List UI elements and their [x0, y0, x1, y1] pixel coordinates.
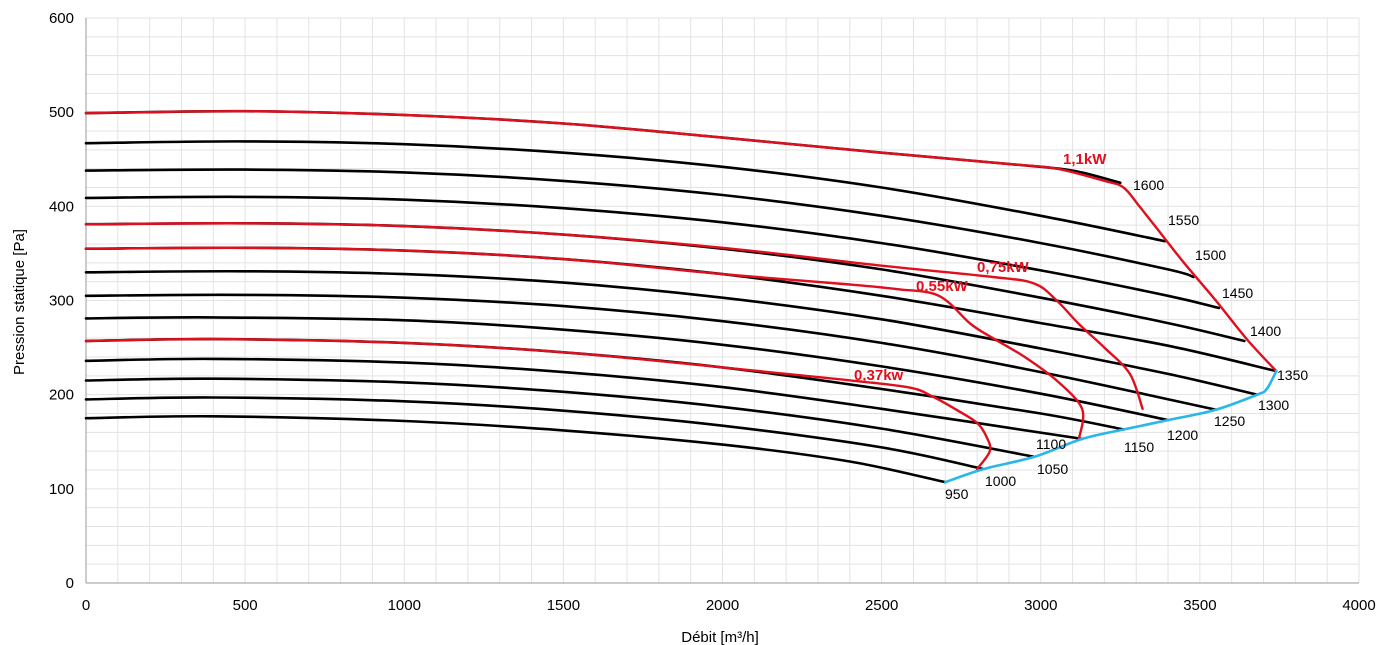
power-curves [84, 109, 1278, 471]
x-tick-label: 500 [233, 597, 258, 614]
x-tick-label: 1500 [547, 597, 580, 614]
speed-curve-950 [84, 414, 947, 484]
power-curve-1 [84, 246, 1085, 441]
power-labels: 0,37kw 0,55kW 0,75kW 1,1kW [854, 151, 1107, 384]
y-tick-label: 500 [49, 104, 74, 121]
y-tick-label: 200 [49, 387, 74, 404]
limit-curve-line [944, 369, 1278, 484]
limit-curve [944, 369, 1278, 484]
speed-label-1150: 1150 [1124, 439, 1154, 455]
speed-label-1100: 1100 [1036, 436, 1066, 452]
power-curve-0 [84, 337, 992, 471]
x-tick-label: 4000 [1342, 597, 1375, 614]
y-tick-label: 300 [49, 293, 74, 310]
x-axis-title: Débit [m³/h] [681, 629, 759, 645]
speed-curve-1500 [84, 168, 1195, 279]
y-axis-title: Pression statique [Pa] [11, 229, 28, 375]
grid [85, 17, 1360, 584]
power-label-037: 0,37kw [854, 367, 904, 384]
x-tick-label: 2000 [706, 597, 739, 614]
x-tick-label: 1000 [388, 597, 421, 614]
speed-label-1600: 1600 [1133, 177, 1164, 193]
speed-curve-1600 [84, 109, 1122, 185]
y-tick-labels: 0 100 200 300 400 500 600 [49, 10, 74, 592]
speed-curve-1000 [84, 396, 985, 471]
speed-curve-1100 [84, 357, 1084, 441]
y-tick-label: 400 [49, 198, 74, 215]
speed-curve-1200 [84, 316, 1170, 422]
speed-labels: 950 1000 1050 1100 1150 1200 1250 1300 1… [945, 177, 1308, 502]
speed-label-1000: 1000 [985, 473, 1016, 489]
power-label-11: 1,1kW [1063, 151, 1107, 168]
x-tick-label: 3000 [1024, 597, 1057, 614]
speed-curve-1300 [84, 269, 1259, 396]
speed-label-1250: 1250 [1214, 413, 1245, 429]
power-curve-2 [84, 222, 1144, 410]
speed-curve-1450 [84, 195, 1221, 310]
speed-label-950: 950 [945, 486, 969, 502]
y-tick-label: 600 [49, 10, 74, 27]
speed-label-1400: 1400 [1250, 323, 1281, 339]
x-tick-label: 0 [82, 597, 90, 614]
speed-curve-1250 [84, 293, 1218, 411]
y-tick-label: 100 [49, 481, 74, 498]
speed-label-1050: 1050 [1037, 461, 1068, 477]
x-tick-label: 2500 [865, 597, 898, 614]
power-label-055: 0,55kW [916, 278, 969, 295]
speed-curve-1550 [84, 140, 1167, 243]
speed-label-1300: 1300 [1258, 397, 1289, 413]
y-tick-label: 0 [66, 575, 74, 592]
speed-label-1200: 1200 [1167, 427, 1198, 443]
x-tick-labels: 0 500 1000 1500 2000 2500 3000 3500 4000 [82, 597, 1376, 614]
speed-curve-1050 [84, 377, 1036, 459]
speed-label-1450: 1450 [1222, 285, 1253, 301]
x-tick-label: 3500 [1183, 597, 1216, 614]
speed-label-1500: 1500 [1195, 247, 1226, 263]
speed-label-1550: 1550 [1168, 212, 1199, 228]
power-label-075: 0,75kW [977, 259, 1030, 276]
power-curve-3 [84, 109, 1278, 373]
speed-label-1350: 1350 [1277, 367, 1308, 383]
